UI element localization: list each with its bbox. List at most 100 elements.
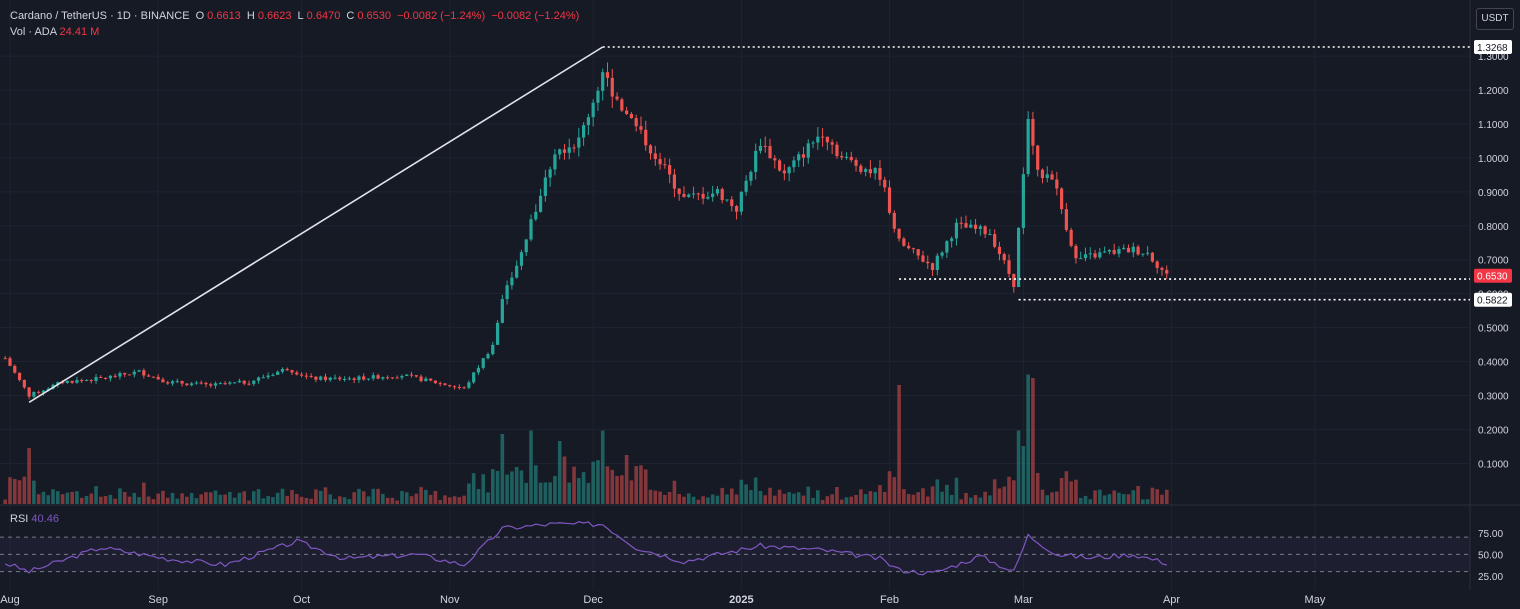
time-tick-label: Dec [583,594,603,606]
candle-body [175,380,179,382]
candle-body [715,189,720,194]
volume-bar [1102,495,1107,504]
candle-body [1050,174,1054,180]
candle-body [276,371,280,375]
volume-bar [232,497,237,504]
volume-bar [596,460,600,504]
volume-bar [1050,492,1054,504]
price-tick-label: 1.3000 [1478,52,1509,63]
candle-body [868,169,872,174]
volume-bar [863,494,868,504]
volume-bar [1150,487,1155,504]
price-tick-label: 0.8000 [1478,222,1509,233]
volume-bar [634,466,638,504]
candle-body [782,170,786,174]
volume-bar [605,466,610,504]
candle-body [696,193,700,195]
volume-bar [1040,489,1045,504]
volume-bar [103,496,108,504]
volume-bar [1026,374,1030,504]
candle-body [194,382,199,384]
volume-bar [295,493,299,504]
candle-body [1117,248,1121,254]
price-label-text: 0.5822 [1477,296,1508,307]
volume-bar [323,487,328,504]
candle-body [147,375,151,377]
candle-body [706,196,710,199]
currency-button[interactable]: USDT [1476,8,1514,30]
volume-bar [859,489,863,504]
candle-body [352,378,356,381]
candle-body [887,187,892,213]
candle-body [653,153,657,160]
candle-body [237,380,242,383]
volume-bar [338,496,342,504]
volume-bar [902,489,906,504]
candle-body [17,372,22,380]
volume-bar [1112,490,1116,504]
candle-body [390,377,394,379]
price-label-box [1474,292,1512,307]
candle-body [3,358,7,360]
candle-body [625,110,629,114]
high-label: H [246,10,255,22]
volume-bar [739,479,744,504]
candle-body [730,199,734,207]
symbol-label[interactable]: Cardano / TetherUS · 1D · BINANCE [10,10,190,22]
volume-bar [1098,489,1102,504]
volume-bar [811,497,815,504]
candle-body [682,193,686,197]
volume-bar [1088,499,1093,504]
candle-body [371,375,375,379]
chart-header: Cardano / TetherUS · 1D · BINANCE O 0.661… [10,10,582,22]
candle-body [99,377,103,379]
candle-body [285,368,289,371]
price-tick-label: 0.2000 [1478,425,1509,436]
candle-body [605,72,610,78]
candle-body [1160,267,1164,270]
price-tick-label: 1.2000 [1478,86,1509,97]
volume-bar [285,495,290,504]
volume-bar [94,486,98,504]
volume-bar [988,495,992,504]
rsi-legend: RSI 40.46 [10,513,59,525]
candle-body [524,239,528,253]
volume-bar [524,482,529,504]
candle-body [734,206,739,212]
volume-bar [51,489,55,504]
volume-bar [1083,495,1088,504]
volume-bar [1136,486,1140,504]
volume-bar [70,491,74,504]
rsi-line [4,521,1167,576]
volume-bar [973,494,978,504]
volume-bar [820,500,825,504]
candle-body [844,156,849,158]
volume-bar [424,489,428,504]
change-value-2: −0.0082 (−1.24%) [491,10,580,22]
candle-body [519,252,524,266]
volume-bar [419,487,423,504]
volume-bar [390,497,395,504]
volume-bar [706,497,710,504]
candle-body [1093,253,1097,258]
candle-body [328,377,332,380]
candle-body [935,255,939,271]
volume-bar [89,493,94,504]
volume-bar [1064,471,1069,504]
candle-body [156,376,160,380]
candle-body [104,377,108,379]
candle-body [854,160,858,166]
volume-bar [75,491,79,504]
time-tick-label: 2025 [729,594,753,606]
price-tick-label: 1.0000 [1478,154,1509,165]
volume-bar [251,491,256,504]
candle-body [476,367,481,373]
candle-body [773,158,777,161]
candle-body [897,228,901,239]
candle-body [1064,209,1068,230]
volume-bar [1155,489,1159,504]
time-tick-label: Feb [880,594,899,606]
volume-bar [529,430,533,504]
candle-body [319,376,323,380]
